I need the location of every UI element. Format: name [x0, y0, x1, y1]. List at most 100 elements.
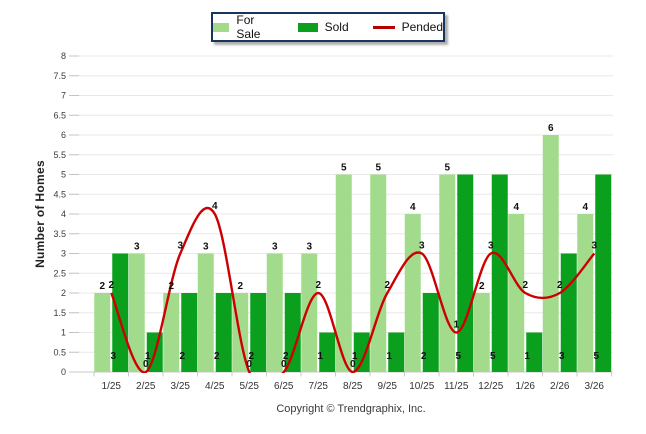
sold-bar: [388, 332, 405, 372]
for-sale-value-label: 4: [410, 202, 416, 213]
legend-label-for-sale: For Sale: [236, 13, 261, 41]
pended-value-label: 3: [488, 241, 494, 252]
svg-text:4: 4: [61, 209, 66, 219]
pended-value-label: 0: [246, 359, 252, 370]
for-sale-value-label: 2: [237, 281, 243, 292]
pended-value-label: 0: [143, 359, 149, 370]
x-axis-label: 10/25: [409, 381, 434, 392]
sold-value-label: 2: [179, 351, 185, 362]
x-axis-label: 6/25: [274, 381, 294, 392]
svg-text:3.5: 3.5: [53, 229, 66, 239]
x-axis-ticks: [93, 372, 612, 377]
sold-value-label: 2: [214, 351, 220, 362]
sold-bar: [181, 293, 198, 372]
x-axis-label: 3/26: [585, 381, 605, 392]
sold-bar: [422, 293, 439, 372]
x-axis-label: 12/25: [478, 381, 503, 392]
pended-value-label: 2: [557, 280, 563, 291]
for-sale-bar: [404, 214, 421, 372]
legend-item-for-sale: For Sale: [213, 13, 274, 41]
svg-text:5: 5: [61, 170, 66, 180]
pended-value-label: 3: [177, 241, 183, 252]
for-sale-bar: [439, 174, 456, 372]
for-sale-value-label: 4: [582, 202, 588, 213]
svg-text:3: 3: [61, 249, 66, 259]
x-axis-label: 4/25: [205, 381, 225, 392]
pended-value-label: 0: [281, 359, 287, 370]
for-sale-bar: [508, 214, 525, 372]
for-sale-bar: [335, 174, 352, 372]
pended-value-label: 0: [350, 359, 356, 370]
svg-text:7.5: 7.5: [53, 71, 66, 81]
legend-item-pended: Pended: [372, 20, 443, 34]
x-axis-label: 9/25: [378, 381, 398, 392]
pended-value-label: 2: [522, 280, 528, 291]
sold-value-label: 2: [283, 351, 289, 362]
svg-text:6: 6: [61, 130, 66, 140]
copyright-text: Copyright © Trendgraphix, Inc.: [276, 403, 426, 415]
pended-value-label: 2: [315, 280, 321, 291]
for-sale-value-label: 6: [548, 123, 554, 134]
svg-text:7: 7: [61, 91, 66, 101]
sold-bar: [560, 253, 577, 372]
x-axis-label: 7/25: [309, 381, 329, 392]
sold-value-label: 3: [110, 351, 116, 362]
svg-text:0: 0: [61, 367, 66, 377]
x-axis-label: 3/25: [171, 381, 191, 392]
for-sale-bar: [473, 293, 490, 372]
for-sale-value-label: 5: [341, 163, 347, 174]
x-axis-label: 2/25: [136, 381, 156, 392]
x-axis-label: 2/26: [550, 381, 570, 392]
sold-bar: [319, 332, 336, 372]
legend-label-sold: Sold: [324, 20, 349, 34]
for-sale-bar: [197, 253, 214, 372]
for-sale-bar: [94, 293, 111, 372]
sold-bar: [353, 332, 370, 372]
for-sale-bar: [370, 174, 387, 372]
svg-text:1.5: 1.5: [53, 308, 66, 318]
for-sale-value-label: 4: [513, 202, 519, 213]
for-sale-bar: [128, 253, 145, 372]
for-sale-bar: [266, 253, 283, 372]
sold-value-label: 5: [593, 351, 599, 362]
sold-value-label: 3: [559, 351, 565, 362]
pended-line: [110, 206, 596, 373]
sold-value-label: 1: [386, 351, 392, 362]
x-axis-label: 1/26: [516, 381, 536, 392]
pended-value-label: 3: [419, 241, 425, 252]
for-sale-value-label: 5: [375, 163, 381, 174]
sold-value-label: 1: [317, 351, 323, 362]
x-axis-label: 1/25: [102, 381, 122, 392]
sold-bar: [215, 293, 232, 372]
sold-bar: [526, 332, 543, 372]
pended-value-label: 2: [384, 280, 390, 291]
for-sale-value-label: 2: [168, 281, 174, 292]
for-sale-value-label: 5: [444, 163, 450, 174]
sold-value-label: 1: [352, 351, 358, 362]
x-axis-labels: 1/25 2/25 3/25 4/25 5/25 6/25 7/25 8/25 9/25 10/2…: [102, 381, 605, 392]
for-sale-bar: [301, 253, 318, 372]
sold-bar: [112, 253, 129, 372]
pended-value-label: 3: [591, 241, 597, 252]
sold-bar: [284, 293, 301, 372]
sold-bar: [595, 174, 612, 372]
for-sale-bar: [542, 135, 559, 372]
pended-value-label: 2: [108, 280, 114, 291]
svg-text:4.5: 4.5: [53, 189, 66, 199]
svg-text:8: 8: [61, 51, 66, 61]
x-axis-label: 8/25: [343, 381, 363, 392]
svg-text:6.5: 6.5: [53, 110, 66, 120]
pended-value-label: 4: [212, 201, 218, 212]
x-axis-label: 11/25: [444, 381, 469, 392]
sold-value-label: 2: [248, 351, 254, 362]
svg-text:1: 1: [61, 328, 66, 338]
svg-text:5.5: 5.5: [53, 150, 66, 160]
sold-bar: [250, 293, 267, 372]
for-sale-value-label: 2: [99, 281, 105, 292]
sold-value-label: 1: [145, 351, 151, 362]
for-sale-bar: [577, 214, 594, 372]
svg-text:2.5: 2.5: [53, 268, 66, 278]
